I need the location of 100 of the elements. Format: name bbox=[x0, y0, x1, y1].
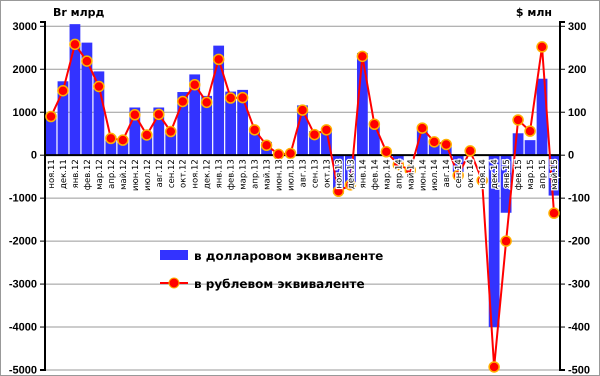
x-tick-label: май.15 bbox=[550, 159, 560, 190]
x-tick-label: янв.12 bbox=[70, 159, 81, 188]
point bbox=[57, 84, 69, 96]
x-tick-label: окт.14 bbox=[466, 159, 476, 188]
x-tick-label: дек.12 bbox=[202, 159, 213, 189]
x-tick-label: фев.12 bbox=[82, 159, 93, 190]
x-tick-label: авг.14 bbox=[442, 159, 452, 188]
x-tick-label: мар.13 bbox=[238, 159, 249, 190]
y2-tick-label: 300 bbox=[568, 20, 586, 33]
point bbox=[188, 78, 200, 90]
point bbox=[320, 124, 332, 136]
x-tick-label: июл.14 bbox=[430, 159, 440, 191]
point bbox=[200, 96, 212, 108]
point bbox=[105, 132, 117, 144]
point bbox=[153, 108, 165, 120]
x-tick-label: июн.12 bbox=[130, 159, 141, 191]
point bbox=[81, 55, 93, 67]
x-tick-label: ноя.13 bbox=[334, 159, 344, 189]
point bbox=[45, 110, 57, 122]
x-tick-label: дек.14 bbox=[490, 159, 500, 189]
point bbox=[212, 54, 224, 66]
point bbox=[536, 41, 548, 53]
x-tick-label: июл.12 bbox=[142, 159, 153, 191]
y2-tick-label: 100 bbox=[568, 106, 586, 119]
point bbox=[117, 134, 129, 146]
x-tick-label: июн.13 bbox=[274, 159, 285, 191]
y-tick-label: -3000 bbox=[8, 278, 37, 291]
point bbox=[380, 146, 392, 158]
y2-axis-title: $ млн bbox=[516, 6, 552, 19]
x-tick-label: мар.12 bbox=[94, 159, 105, 190]
legend-label: в рублевом эквиваленте bbox=[194, 277, 365, 291]
point bbox=[284, 148, 296, 160]
x-tick-label: мар.14 bbox=[382, 159, 392, 190]
x-tick-label: ноя.11 bbox=[46, 159, 57, 189]
point bbox=[464, 145, 476, 157]
x-tick-label: авг.12 bbox=[154, 159, 165, 188]
y2-tick-label: -100 bbox=[568, 192, 590, 205]
x-tick-label: дек.11 bbox=[58, 159, 69, 189]
y-tick-label: 2000 bbox=[12, 64, 37, 76]
point bbox=[69, 38, 81, 50]
x-tick-label: май.12 bbox=[118, 159, 129, 190]
point bbox=[308, 128, 320, 140]
point bbox=[93, 80, 105, 92]
x-tick-label: ноя.12 bbox=[190, 159, 201, 189]
y-tick-label: 3000 bbox=[12, 20, 37, 33]
x-tick-label: мар.15 bbox=[526, 159, 536, 190]
x-tick-label: май.13 bbox=[262, 159, 273, 190]
point bbox=[248, 124, 260, 136]
x-tick-label: окт.12 bbox=[178, 159, 189, 188]
x-tick-label: май.14 bbox=[406, 159, 416, 190]
point bbox=[224, 92, 236, 104]
point bbox=[141, 129, 153, 141]
point bbox=[176, 96, 188, 108]
point bbox=[296, 104, 308, 116]
x-tick-label: сен.12 bbox=[166, 159, 177, 188]
x-tick-label: апр.13 bbox=[250, 159, 261, 189]
point bbox=[524, 125, 536, 137]
x-tick-label: апр.15 bbox=[538, 159, 548, 189]
x-tick-label: дек.13 bbox=[346, 159, 356, 189]
point bbox=[356, 50, 368, 62]
y2-tick-label: -200 bbox=[568, 236, 590, 248]
y2-tick-label: -400 bbox=[568, 322, 590, 334]
point bbox=[129, 109, 141, 121]
x-tick-label: фев.13 bbox=[226, 159, 237, 190]
point bbox=[548, 207, 560, 219]
point bbox=[260, 140, 272, 152]
x-tick-label: фев.15 bbox=[514, 159, 524, 190]
y2-tick-label: 200 bbox=[568, 64, 586, 76]
x-tick-label: июн.14 bbox=[418, 159, 428, 191]
y-tick-label: -5000 bbox=[8, 364, 37, 376]
point bbox=[236, 92, 248, 104]
y-tick-label: -4000 bbox=[8, 322, 37, 334]
point bbox=[500, 235, 512, 247]
y-tick-label: -2000 bbox=[8, 236, 37, 248]
y-tick-label: -1000 bbox=[8, 192, 37, 205]
point bbox=[440, 138, 452, 150]
x-tick-label: ноя.14 bbox=[478, 159, 488, 189]
x-tick-label: янв.15 bbox=[502, 159, 512, 188]
point bbox=[488, 361, 500, 373]
x-tick-label: фев.14 bbox=[370, 159, 380, 190]
legend-label: в долларовом эквиваленте bbox=[194, 249, 384, 263]
x-tick-label: янв.13 bbox=[214, 159, 225, 188]
point bbox=[368, 118, 380, 130]
point bbox=[272, 148, 284, 160]
point bbox=[165, 126, 177, 138]
x-tick-label: апр.12 bbox=[106, 159, 117, 189]
x-tick-label: июл.13 bbox=[286, 159, 297, 191]
x-tick-label: авг.13 bbox=[298, 159, 308, 188]
x-tick-label: янв.14 bbox=[358, 159, 368, 188]
x-tick-label: апр.14 bbox=[394, 159, 404, 189]
y2-tick-label: 0 bbox=[568, 150, 574, 162]
y2-tick-label: -300 bbox=[568, 278, 590, 291]
y-axis-title: Br млрд bbox=[53, 6, 105, 19]
point bbox=[428, 136, 440, 148]
x-tick-label: сен.14 bbox=[454, 159, 464, 188]
x-tick-label: окт.13 bbox=[322, 159, 332, 188]
point bbox=[512, 114, 524, 126]
y-tick-label: 0 bbox=[30, 150, 37, 162]
point bbox=[416, 122, 428, 134]
x-tick-label: сен.13 bbox=[310, 159, 320, 188]
